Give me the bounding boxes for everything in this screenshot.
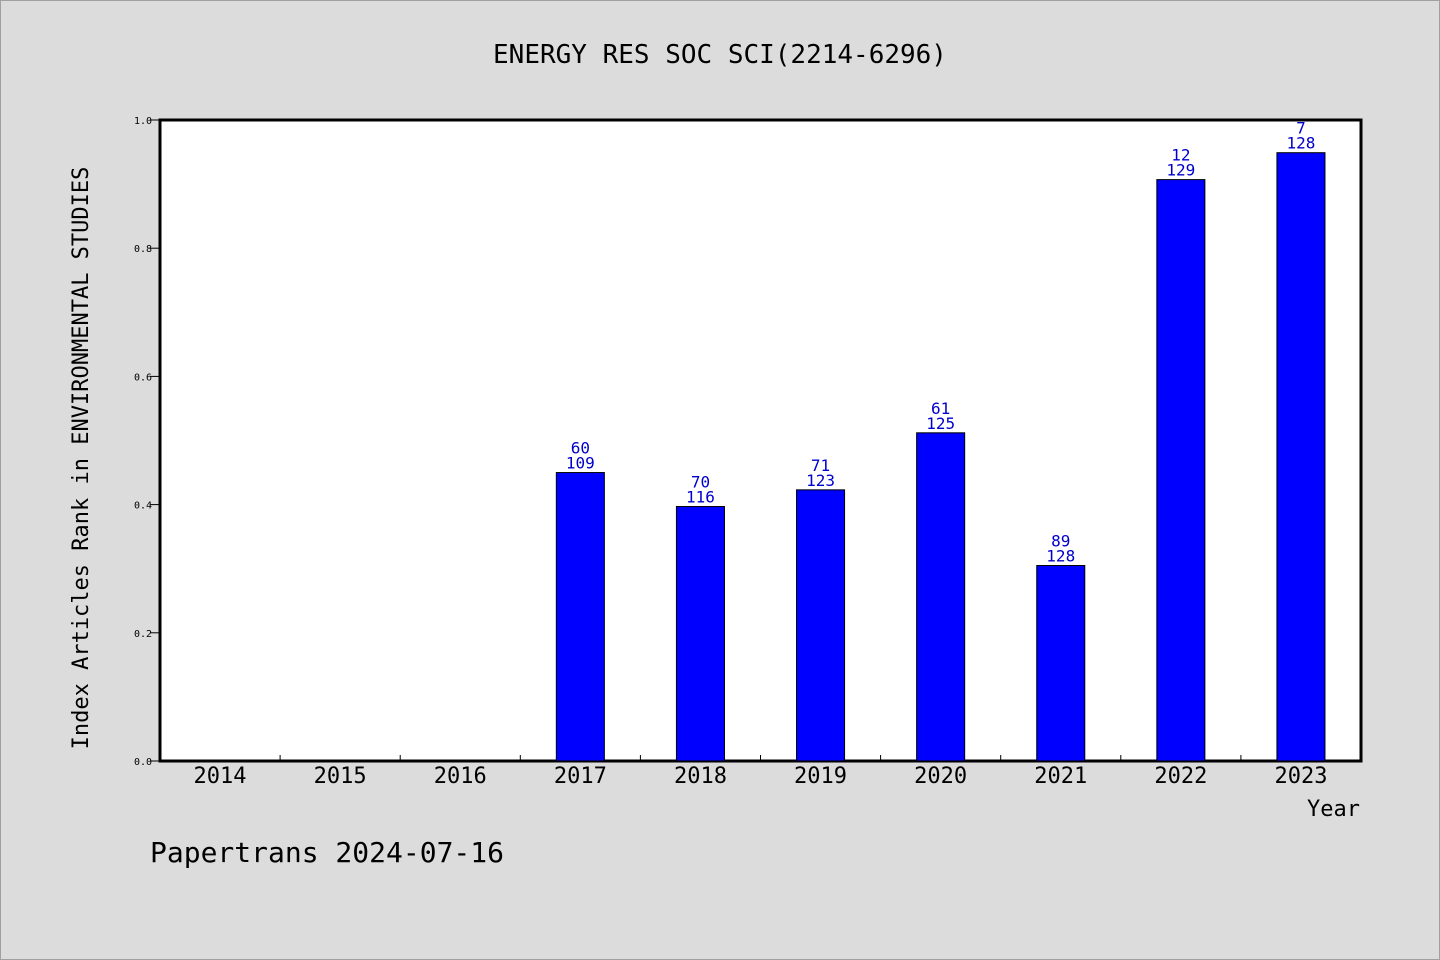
x-tick-label: 2018 xyxy=(674,764,727,789)
bar xyxy=(1036,564,1086,762)
bar xyxy=(796,489,846,762)
x-tick-label: 2019 xyxy=(794,764,847,789)
bars xyxy=(555,152,1326,762)
bar-label-rank: 7 xyxy=(1296,119,1306,138)
bar-label-rank: 89 xyxy=(1051,531,1070,550)
x-tick-label: 2022 xyxy=(1154,764,1207,789)
y-tick-label: 0.8 xyxy=(134,244,152,255)
x-tick-label: 2020 xyxy=(914,764,967,789)
bar-label-rank: 71 xyxy=(811,456,830,475)
footer-text: Papertrans 2024-07-16 xyxy=(150,836,504,869)
x-axis-ticks: 2014 2015 2016 2017 2018 2019 2020 2021 2022 2023 xyxy=(194,755,1327,789)
x-tick-label: 2017 xyxy=(554,764,607,789)
bar xyxy=(555,472,605,762)
bar-label-rank: 60 xyxy=(571,439,590,458)
bar-label-total: 109 xyxy=(566,454,595,473)
x-axis-label: Year xyxy=(1307,797,1360,822)
bar-label-total: 116 xyxy=(686,488,715,507)
x-tick-label: 2023 xyxy=(1274,764,1327,789)
y-tick-label: 0.0 xyxy=(134,757,152,768)
bar-label-rank: 12 xyxy=(1171,146,1190,165)
y-tick-label: 0.6 xyxy=(134,372,152,383)
bar xyxy=(1276,152,1326,762)
y-tick-label: 1.0 xyxy=(134,116,152,127)
y-tick-label: 0.2 xyxy=(134,629,152,640)
bar-label-total: 125 xyxy=(926,414,955,433)
x-tick-label: 2021 xyxy=(1034,764,1087,789)
bar-label-total: 129 xyxy=(1166,161,1195,180)
y-tick-label: 0.4 xyxy=(134,501,152,512)
bar xyxy=(916,432,966,762)
bar xyxy=(1156,179,1206,762)
y-axis-label: Index Articles Rank in ENVIRONMENTAL STU… xyxy=(69,167,94,750)
bar-label-total: 123 xyxy=(806,471,835,490)
bar-label-total: 128 xyxy=(1046,546,1075,565)
bar-label-rank: 70 xyxy=(691,473,710,492)
y-axis-ticks: 0.0 0.2 0.4 0.6 0.8 1.0 xyxy=(134,116,160,768)
bar xyxy=(675,506,725,762)
bar-label-total: 128 xyxy=(1286,134,1315,153)
x-tick-label: 2014 xyxy=(194,764,247,789)
bar-label-rank: 61 xyxy=(931,399,950,418)
x-tick-label: 2016 xyxy=(434,764,487,789)
chart-title: ENERGY RES SOC SCI(2214-6296) xyxy=(493,40,947,70)
x-tick-label: 2015 xyxy=(314,764,367,789)
